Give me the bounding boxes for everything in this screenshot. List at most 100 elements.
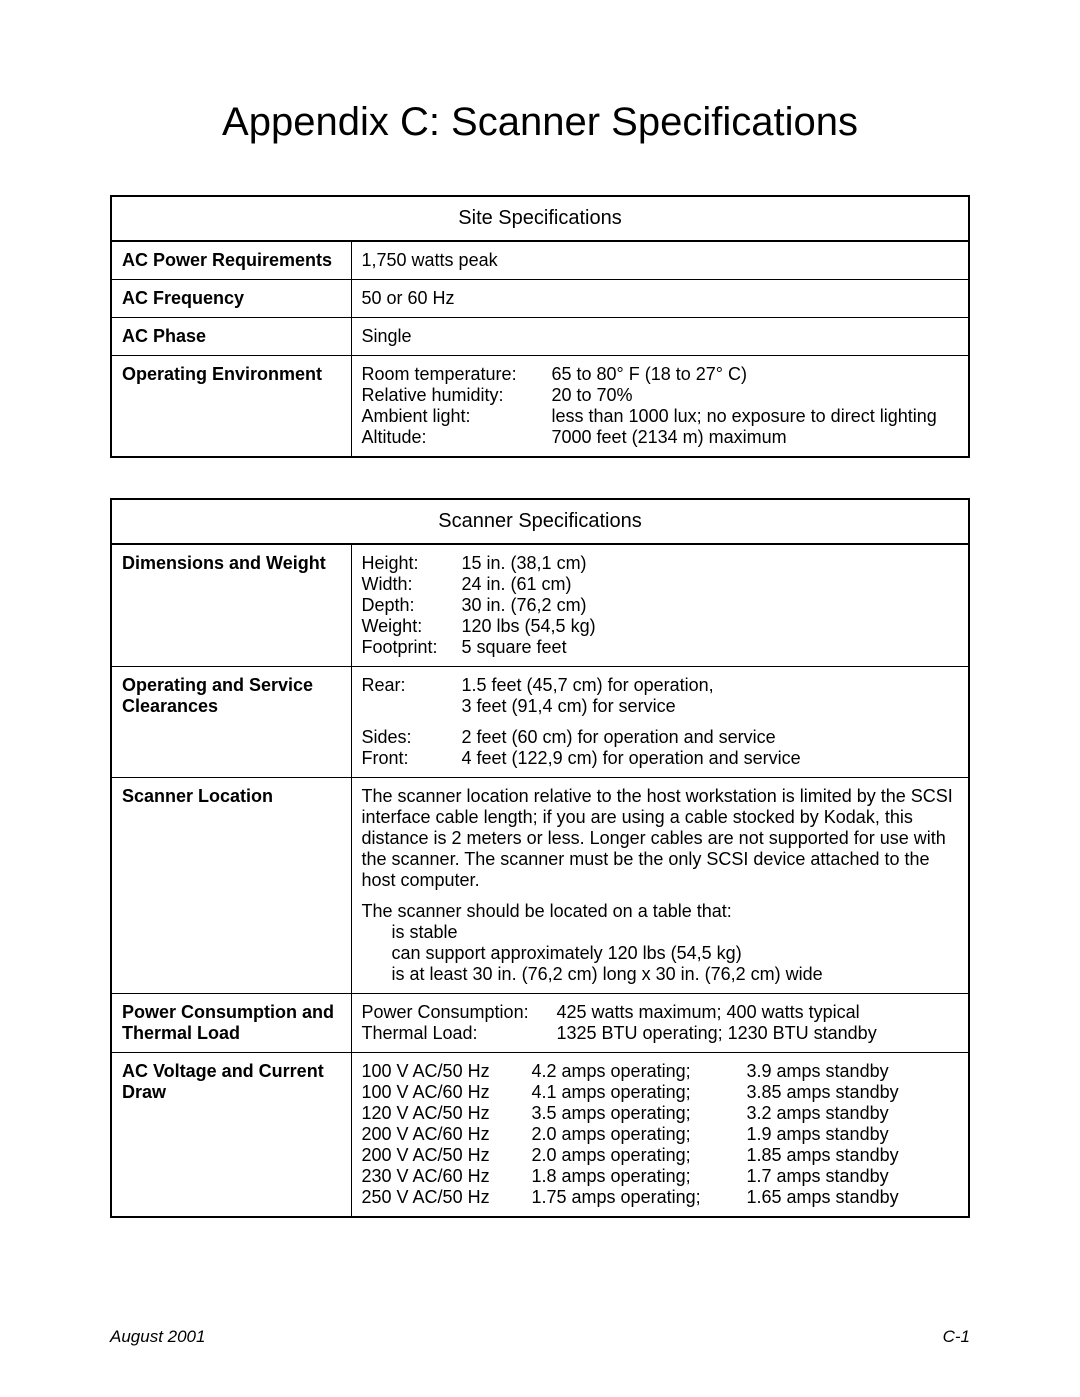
draw-r3-c: 3.2 amps standby bbox=[747, 1103, 959, 1124]
power-pc-row: Power Consumption: 425 watts maximum; 40… bbox=[362, 1002, 959, 1023]
dim-width-val: 24 in. (61 cm) bbox=[462, 574, 959, 595]
ac-phase-label: AC Phase bbox=[111, 318, 351, 356]
table-row: Operating and Service Clearances Rear: 1… bbox=[111, 667, 969, 778]
table-row: Scanner Location The scanner location re… bbox=[111, 778, 969, 994]
draw-r6-b: 1.8 amps operating; bbox=[532, 1166, 747, 1187]
dim-height-row: Height: 15 in. (38,1 cm) bbox=[362, 553, 959, 574]
clear-front-val: 4 feet (122,9 cm) for operation and serv… bbox=[462, 748, 959, 769]
location-b1: is stable bbox=[392, 922, 959, 943]
clear-front-key: Front: bbox=[362, 748, 462, 769]
draw-r1-c: 3.9 amps standby bbox=[747, 1061, 959, 1082]
draw-r4-b: 2.0 amps operating; bbox=[532, 1124, 747, 1145]
location-p2: The scanner should be located on a table… bbox=[362, 901, 959, 922]
dim-depth-row: Depth: 30 in. (76,2 cm) bbox=[362, 595, 959, 616]
table-row: AC Frequency 50 or 60 Hz bbox=[111, 280, 969, 318]
draw-r4: 200 V AC/60 Hz 2.0 amps operating; 1.9 a… bbox=[362, 1124, 959, 1145]
page: Appendix C: Scanner Specifications Site … bbox=[0, 0, 1080, 1397]
table-row: Power Consumption and Thermal Load Power… bbox=[111, 994, 969, 1053]
draw-r7-b: 1.75 amps operating; bbox=[532, 1187, 747, 1208]
draw-r4-c: 1.9 amps standby bbox=[747, 1124, 959, 1145]
env-altitude-row: Altitude: 7000 feet (2134 m) maximum bbox=[362, 427, 959, 448]
draw-r5-a: 200 V AC/50 Hz bbox=[362, 1145, 532, 1166]
table-row: AC Phase Single bbox=[111, 318, 969, 356]
scanner-location-label: Scanner Location bbox=[111, 778, 351, 994]
draw-r1-a: 100 V AC/50 Hz bbox=[362, 1061, 532, 1082]
dim-footprint-key: Footprint: bbox=[362, 637, 462, 658]
env-altitude-key: Altitude: bbox=[362, 427, 552, 448]
clear-sides-row: Sides: 2 feet (60 cm) for operation and … bbox=[362, 727, 959, 748]
dimensions-value: Height: 15 in. (38,1 cm) Width: 24 in. (… bbox=[351, 544, 969, 667]
draw-r1-b: 4.2 amps operating; bbox=[532, 1061, 747, 1082]
table-row: AC Power Requirements 1,750 watts peak bbox=[111, 241, 969, 280]
draw-r5-b: 2.0 amps operating; bbox=[532, 1145, 747, 1166]
dim-height-val: 15 in. (38,1 cm) bbox=[462, 553, 959, 574]
draw-r4-a: 200 V AC/60 Hz bbox=[362, 1124, 532, 1145]
power-pc-val: 425 watts maximum; 400 watts typical bbox=[557, 1002, 959, 1023]
table-header-row: Site Specifications bbox=[111, 196, 969, 241]
env-altitude-val: 7000 feet (2134 m) maximum bbox=[552, 427, 959, 448]
site-specifications-table: Site Specifications AC Power Requirement… bbox=[110, 195, 970, 458]
ac-power-value: 1,750 watts peak bbox=[351, 241, 969, 280]
dimensions-label: Dimensions and Weight bbox=[111, 544, 351, 667]
power-tl-key: Thermal Load: bbox=[362, 1023, 557, 1044]
draw-r2: 100 V AC/60 Hz 4.1 amps operating; 3.85 … bbox=[362, 1082, 959, 1103]
location-b2: can support approximately 120 lbs (54,5 … bbox=[392, 943, 959, 964]
draw-r2-c: 3.85 amps standby bbox=[747, 1082, 959, 1103]
dim-footprint-row: Footprint: 5 square feet bbox=[362, 637, 959, 658]
clear-rear-row1: Rear: 1.5 feet (45,7 cm) for operation, bbox=[362, 675, 959, 696]
ac-voltage-draw-label: AC Voltage and Current Draw bbox=[111, 1053, 351, 1218]
page-title: Appendix C: Scanner Specifications bbox=[110, 100, 970, 145]
dim-weight-key: Weight: bbox=[362, 616, 462, 637]
env-humidity-key: Relative humidity: bbox=[362, 385, 552, 406]
env-temp-key: Room temperature: bbox=[362, 364, 552, 385]
env-light-row: Ambient light: less than 1000 lux; no ex… bbox=[362, 406, 959, 427]
env-temp-val: 65 to 80° F (18 to 27° C) bbox=[552, 364, 959, 385]
draw-r7: 250 V AC/50 Hz 1.75 amps operating; 1.65… bbox=[362, 1187, 959, 1208]
dim-depth-key: Depth: bbox=[362, 595, 462, 616]
dim-width-key: Width: bbox=[362, 574, 462, 595]
table-row: Dimensions and Weight Height: 15 in. (38… bbox=[111, 544, 969, 667]
scanner-spec-header: Scanner Specifications bbox=[111, 499, 969, 544]
clear-rear-v1: 1.5 feet (45,7 cm) for operation, bbox=[462, 675, 959, 696]
scanner-location-value: The scanner location relative to the hos… bbox=[351, 778, 969, 994]
table-row: AC Voltage and Current Draw 100 V AC/50 … bbox=[111, 1053, 969, 1218]
clear-front-row: Front: 4 feet (122,9 cm) for operation a… bbox=[362, 748, 959, 769]
power-pc-key: Power Consumption: bbox=[362, 1002, 557, 1023]
draw-r7-a: 250 V AC/50 Hz bbox=[362, 1187, 532, 1208]
dim-height-key: Height: bbox=[362, 553, 462, 574]
draw-r7-c: 1.65 amps standby bbox=[747, 1187, 959, 1208]
dim-weight-val: 120 lbs (54,5 kg) bbox=[462, 616, 959, 637]
ac-phase-value: Single bbox=[351, 318, 969, 356]
clear-sides-key: Sides: bbox=[362, 727, 462, 748]
draw-r2-a: 100 V AC/60 Hz bbox=[362, 1082, 532, 1103]
env-light-val: less than 1000 lux; no exposure to direc… bbox=[552, 406, 959, 427]
page-footer: August 2001 C-1 bbox=[110, 1327, 970, 1347]
env-light-key: Ambient light: bbox=[362, 406, 552, 427]
scanner-specifications-table: Scanner Specifications Dimensions and We… bbox=[110, 498, 970, 1218]
dim-weight-row: Weight: 120 lbs (54,5 kg) bbox=[362, 616, 959, 637]
clear-rear-v2: 3 feet (91,4 cm) for service bbox=[462, 696, 959, 717]
footer-page-number: C-1 bbox=[943, 1327, 970, 1347]
clearances-label: Operating and Service Clearances bbox=[111, 667, 351, 778]
draw-r3-a: 120 V AC/50 Hz bbox=[362, 1103, 532, 1124]
location-p1: The scanner location relative to the hos… bbox=[362, 786, 959, 891]
location-bullets: is stable can support approximately 120 … bbox=[362, 922, 959, 985]
table-row: Operating Environment Room temperature: … bbox=[111, 356, 969, 458]
draw-r5: 200 V AC/50 Hz 2.0 amps operating; 1.85 … bbox=[362, 1145, 959, 1166]
draw-r1: 100 V AC/50 Hz 4.2 amps operating; 3.9 a… bbox=[362, 1061, 959, 1082]
power-tl-val: 1325 BTU operating; 1230 BTU standby bbox=[557, 1023, 959, 1044]
power-consumption-label: Power Consumption and Thermal Load bbox=[111, 994, 351, 1053]
draw-r2-b: 4.1 amps operating; bbox=[532, 1082, 747, 1103]
ac-voltage-draw-value: 100 V AC/50 Hz 4.2 amps operating; 3.9 a… bbox=[351, 1053, 969, 1218]
footer-date: August 2001 bbox=[110, 1327, 205, 1347]
clear-rear-key: Rear: bbox=[362, 675, 462, 696]
location-b3: is at least 30 in. (76,2 cm) long x 30 i… bbox=[392, 964, 959, 985]
env-temp-row: Room temperature: 65 to 80° F (18 to 27°… bbox=[362, 364, 959, 385]
dim-footprint-val: 5 square feet bbox=[462, 637, 959, 658]
power-tl-row: Thermal Load: 1325 BTU operating; 1230 B… bbox=[362, 1023, 959, 1044]
ac-power-label: AC Power Requirements bbox=[111, 241, 351, 280]
draw-r6: 230 V AC/60 Hz 1.8 amps operating; 1.7 a… bbox=[362, 1166, 959, 1187]
ac-frequency-value: 50 or 60 Hz bbox=[351, 280, 969, 318]
dim-depth-val: 30 in. (76,2 cm) bbox=[462, 595, 959, 616]
clear-sides-val: 2 feet (60 cm) for operation and service bbox=[462, 727, 959, 748]
